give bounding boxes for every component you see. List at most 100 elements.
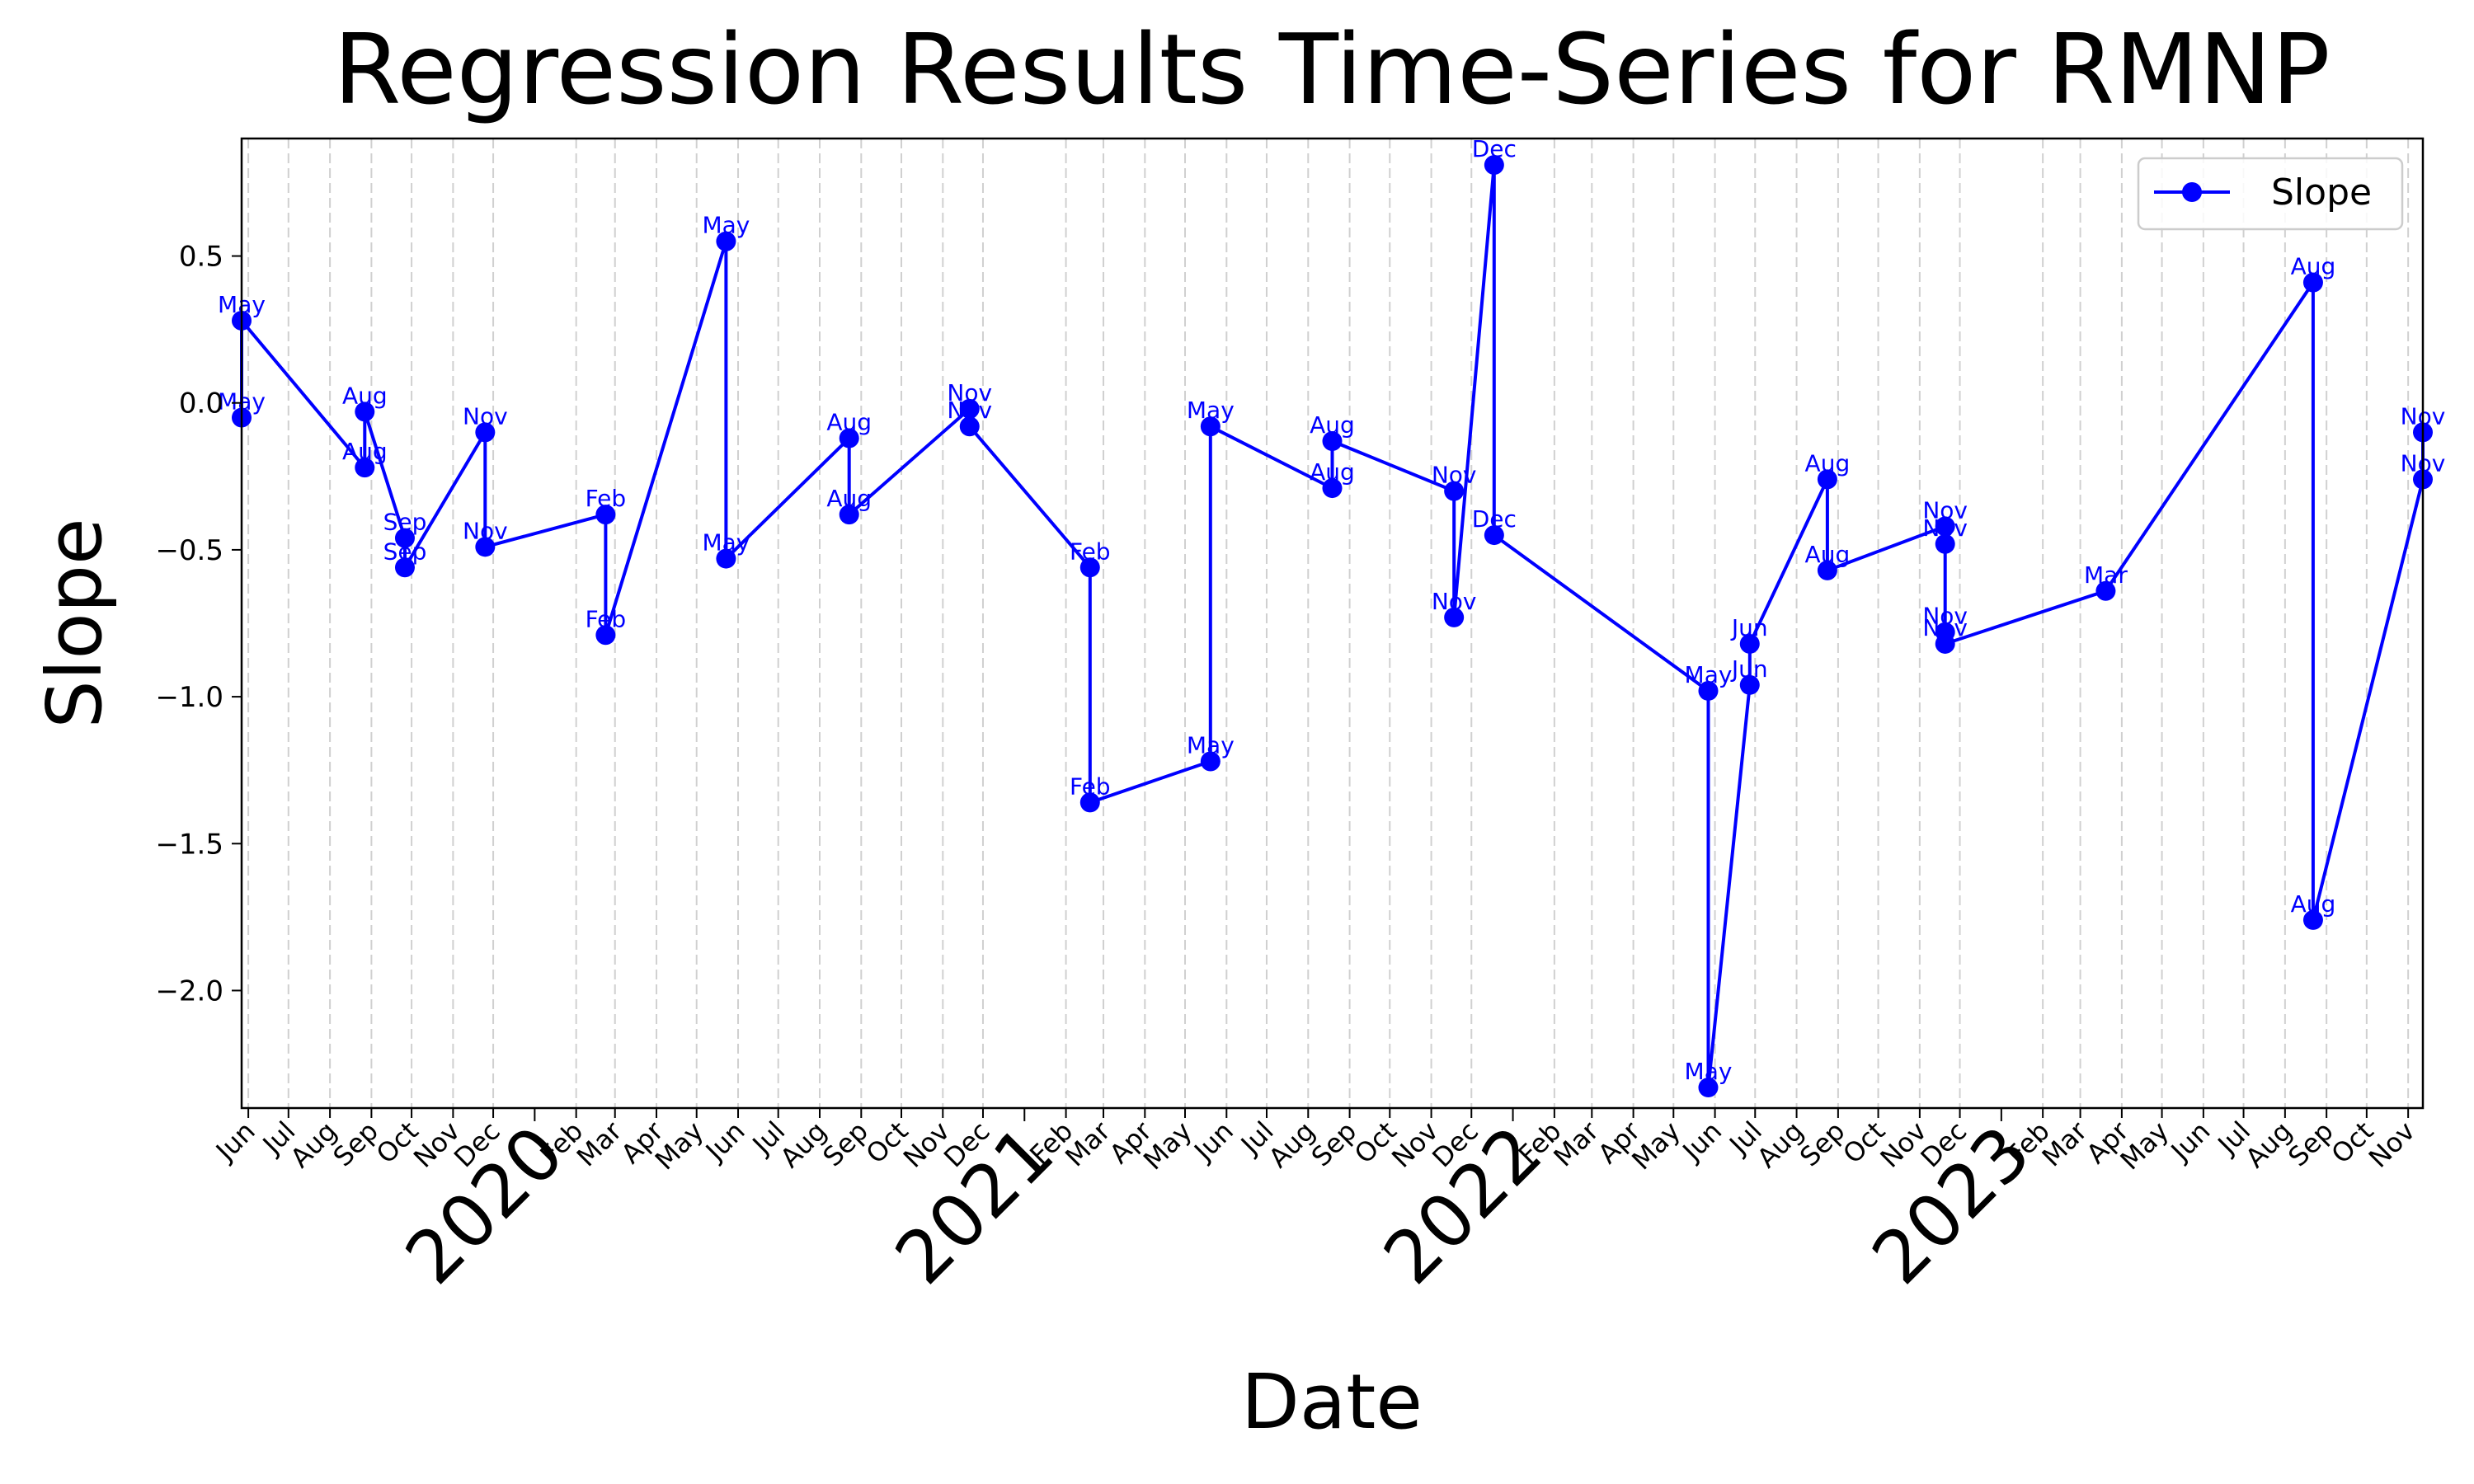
data-point <box>839 505 859 525</box>
data-point-label: Aug <box>1805 449 1851 477</box>
data-point-label: Nov <box>947 397 992 424</box>
x-month-tick-label: Jun <box>698 1115 751 1168</box>
y-tick-label: 0.5 <box>179 241 223 274</box>
data-point-label: Feb <box>586 485 627 512</box>
data-point <box>1444 481 1465 501</box>
x-axis-label: Date <box>1241 1358 1423 1446</box>
x-month-tick-label: Jun <box>209 1115 261 1168</box>
data-point-label: Sep <box>383 509 427 536</box>
data-point-label: Feb <box>1070 773 1111 800</box>
y-axis-label: Slope <box>31 518 119 728</box>
data-point <box>1817 469 1837 490</box>
legend: Slope <box>2137 157 2404 231</box>
x-month-tick-label: Jun <box>1676 1115 1729 1168</box>
grid <box>247 139 2410 1108</box>
x-month-tick-label: Nov <box>2363 1115 2421 1174</box>
data-point-label: Dec <box>1472 135 1517 162</box>
series-layer <box>232 155 2433 1098</box>
data-point-label: May <box>1187 731 1235 758</box>
data-point <box>1322 478 1343 499</box>
data-point <box>394 557 415 578</box>
data-point-label: Aug <box>1310 411 1355 439</box>
legend-marker-swatch <box>2182 182 2202 202</box>
data-point <box>716 548 736 569</box>
data-point-label: Nov <box>1922 614 1968 641</box>
data-point-label: Sep <box>383 538 427 565</box>
y-tick-label: 0.0 <box>179 387 223 420</box>
chart-title: Regression Results Time-Series for RMNP <box>333 12 2330 126</box>
point-labels: MayMayAugAugSepSepNovNovFebFebMayMayAugA… <box>218 135 2445 1085</box>
data-point <box>959 416 980 437</box>
data-point-label: Aug <box>342 382 388 409</box>
data-point <box>839 428 859 448</box>
y-tick-label: −0.5 <box>155 534 223 567</box>
y-axis: 0.5 0.0 −0.5 −1.0 −1.5 −2.0 <box>155 241 242 1007</box>
data-point-label: Mar <box>2084 561 2128 589</box>
data-point-label: Nov <box>1432 462 1477 489</box>
data-point <box>1817 560 1837 580</box>
data-point-label: Aug <box>2291 890 2336 918</box>
plot-frame <box>240 137 2425 1110</box>
data-point <box>475 422 496 443</box>
data-point-label: Jun <box>1730 614 1768 641</box>
data-point <box>2095 580 2116 601</box>
x-month-tick-label: Jun <box>1187 1115 1239 1168</box>
data-point-label: Feb <box>1070 538 1111 565</box>
data-point <box>1935 533 1955 554</box>
data-point-label: Aug <box>1310 458 1355 486</box>
data-point <box>959 398 980 419</box>
data-point-label: May <box>1187 397 1235 424</box>
data-point <box>2302 909 2323 930</box>
data-point <box>595 505 616 525</box>
data-point <box>355 458 375 478</box>
data-point <box>1935 516 1955 537</box>
data-point <box>1444 607 1465 627</box>
data-point <box>475 537 496 557</box>
data-point-label: Nov <box>463 517 508 544</box>
data-point-label: Nov <box>1922 496 1968 524</box>
data-point-label: Jun <box>1730 655 1768 683</box>
data-point-label: Nov <box>1922 514 1968 542</box>
legend-box <box>2137 157 2404 231</box>
data-point <box>595 625 616 646</box>
data-point-label: May <box>702 529 750 556</box>
data-point-label: Nov <box>947 379 992 406</box>
series-line <box>240 163 2425 1090</box>
data-point <box>1484 525 1504 546</box>
data-point-label: Aug <box>1805 541 1851 568</box>
data-point <box>1935 633 1955 654</box>
legend-entry: Slope <box>2271 171 2372 214</box>
data-point-label: Aug <box>2291 253 2336 280</box>
x-month-tick-label: Jun <box>2164 1115 2217 1168</box>
data-point-label: Aug <box>342 438 388 465</box>
y-tick-label: −2.0 <box>155 974 223 1007</box>
data-point-label: May <box>1685 661 1733 688</box>
data-point <box>1200 416 1221 437</box>
data-point-label: May <box>1685 1058 1733 1085</box>
data-point <box>1698 680 1719 701</box>
y-tick-label: −1.5 <box>155 828 223 861</box>
data-point <box>1739 674 1760 695</box>
data-point-label: Nov <box>1432 588 1477 615</box>
data-point <box>1739 633 1760 654</box>
data-point <box>1484 155 1504 176</box>
data-point <box>355 402 375 422</box>
data-point <box>2302 272 2323 293</box>
data-point <box>1322 431 1343 452</box>
data-point-label: May <box>702 212 750 239</box>
data-point-label: Dec <box>1472 505 1517 533</box>
data-point <box>716 231 736 251</box>
data-point-label: Nov <box>1922 603 1968 630</box>
data-point-label: Feb <box>586 605 627 632</box>
data-point-label: Nov <box>463 402 508 430</box>
data-point-label: Aug <box>826 485 872 512</box>
data-point <box>394 528 415 548</box>
y-tick-label: −1.0 <box>155 681 223 714</box>
data-point <box>1079 792 1100 813</box>
data-point <box>1698 1078 1719 1098</box>
data-point-label: Aug <box>826 408 872 435</box>
data-point <box>1079 557 1100 578</box>
data-point <box>1200 751 1221 772</box>
